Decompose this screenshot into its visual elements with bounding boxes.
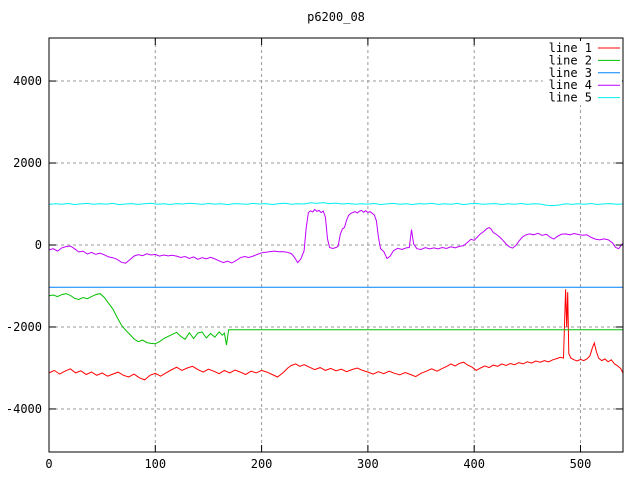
legend-label: line 2 xyxy=(549,53,592,67)
series-line-2 xyxy=(48,293,623,346)
y-axis-tick-label: 2000 xyxy=(13,156,42,170)
x-axis-tick-label: 100 xyxy=(144,457,166,471)
legend-label: line 3 xyxy=(549,66,592,80)
x-axis-tick-label: 200 xyxy=(251,457,273,471)
legend-label: line 4 xyxy=(549,78,592,92)
chart-title: p6200_08 xyxy=(307,10,365,24)
x-axis-tick-label: 400 xyxy=(463,457,485,471)
frame-layer xyxy=(48,37,624,453)
legend-label: line 5 xyxy=(549,91,592,105)
label-layer: 0 100 200 300 400 500 -4000 -2000 0 2000 4000 xyxy=(6,74,591,471)
series-line-4 xyxy=(48,208,624,264)
x-axis-tick-label: 500 xyxy=(570,457,592,471)
y-axis-tick-label: -2000 xyxy=(6,320,42,334)
series-layer xyxy=(48,202,624,381)
grid-layer xyxy=(49,38,623,452)
y-axis-tick-label: 0 xyxy=(35,238,42,252)
legend-label: line 1 xyxy=(549,41,592,55)
y-axis-tick-label: -4000 xyxy=(6,402,42,416)
x-axis-tick-label: 0 xyxy=(45,457,52,471)
series-line-5 xyxy=(48,202,624,207)
x-axis-tick-label: 300 xyxy=(357,457,379,471)
series-line-1 xyxy=(48,289,624,381)
y-axis-tick-label: 4000 xyxy=(13,74,42,88)
